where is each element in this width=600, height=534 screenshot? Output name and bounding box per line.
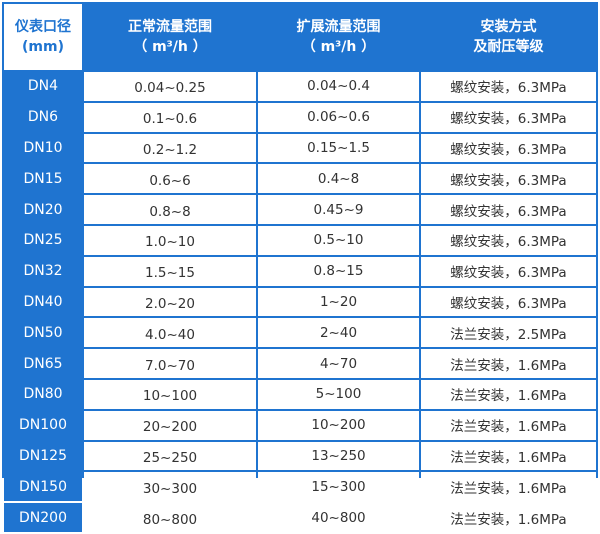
header-row: 仪表口径 (mm) 正常流量范围 （ m³/h ） 扩展流量范围 （ m³/h ） 安… xyxy=(4,4,596,70)
table-row: DN10 0.2~1.2 0.15~1.5 螺纹安装，6.3MPa xyxy=(4,133,596,163)
diameter-cell: DN200 xyxy=(4,503,82,532)
table-row: DN50 4.0~40 2~40 法兰安装，2.5MPa xyxy=(4,318,596,348)
normal-flow-cell: 25~250 xyxy=(84,441,256,471)
extended-flow-cell: 15~300 xyxy=(258,472,419,502)
diameter-cell: DN125 xyxy=(4,441,82,471)
normal-flow-cell: 4.0~40 xyxy=(84,318,256,348)
diameter-cell: DN6 xyxy=(4,102,82,132)
extended-flow-cell: 10~200 xyxy=(258,410,419,440)
table-row: DN32 1.5~15 0.8~15 螺纹安装，6.3MPa xyxy=(4,256,596,286)
extended-flow-cell: 13~250 xyxy=(258,441,419,471)
diameter-cell: DN10 xyxy=(4,133,82,163)
header-normal-flow: 正常流量范围 （ m³/h ） xyxy=(84,4,256,70)
extended-flow-cell: 0.5~10 xyxy=(258,225,419,255)
extended-flow-cell: 1~20 xyxy=(258,287,419,317)
normal-flow-cell: 1.5~15 xyxy=(84,256,256,286)
table-row: DN200 80~800 40~800 法兰安装，1.6MPa xyxy=(4,503,596,532)
diameter-cell: DN40 xyxy=(4,287,82,317)
header-installation: 安装方式 及耐压等级 xyxy=(421,4,596,70)
installation-cell: 法兰安装，2.5MPa xyxy=(421,318,596,348)
header-extended-flow-line1: 扩展流量范围 xyxy=(296,19,381,35)
header-extended-flow: 扩展流量范围 （ m³/h ） xyxy=(258,4,419,70)
normal-flow-cell: 0.04~0.25 xyxy=(84,72,256,101)
normal-flow-cell: 80~800 xyxy=(84,503,256,532)
header-diameter: 仪表口径 (mm) xyxy=(4,4,82,70)
normal-flow-cell: 0.1~0.6 xyxy=(84,102,256,132)
extended-flow-cell: 0.4~8 xyxy=(258,164,419,194)
installation-cell: 螺纹安装，6.3MPa xyxy=(421,102,596,132)
table-row: DN4 0.04~0.25 0.04~0.4 螺纹安装，6.3MPa xyxy=(4,72,596,101)
normal-flow-cell: 10~100 xyxy=(84,379,256,409)
extended-flow-cell: 0.45~9 xyxy=(258,195,419,224)
normal-flow-cell: 30~300 xyxy=(84,472,256,502)
installation-cell: 螺纹安装，6.3MPa xyxy=(421,72,596,101)
header-installation-line2: 及耐压等级 xyxy=(473,39,544,55)
table-row: DN40 2.0~20 1~20 螺纹安装，6.3MPa xyxy=(4,287,596,317)
normal-flow-cell: 2.0~20 xyxy=(84,287,256,317)
header-normal-flow-line1: 正常流量范围 xyxy=(128,19,212,35)
normal-flow-cell: 1.0~10 xyxy=(84,225,256,255)
diameter-cell: DN20 xyxy=(4,195,82,224)
installation-cell: 螺纹安装，6.3MPa xyxy=(421,195,596,224)
diameter-cell: DN150 xyxy=(4,472,82,502)
table-row: DN100 20~200 10~200 法兰安装，1.6MPa xyxy=(4,410,596,440)
diameter-cell: DN4 xyxy=(4,72,82,101)
extended-flow-cell: 0.8~15 xyxy=(258,256,419,286)
installation-cell: 法兰安装，1.6MPa xyxy=(421,349,596,378)
header-installation-line1: 安装方式 xyxy=(480,19,537,35)
diameter-cell: DN25 xyxy=(4,225,82,255)
extended-flow-cell: 0.06~0.6 xyxy=(258,102,419,132)
table-row: DN150 30~300 15~300 法兰安装，1.6MPa xyxy=(4,472,596,502)
extended-flow-cell: 0.15~1.5 xyxy=(258,133,419,163)
header-extended-flow-line2: （ m³/h ） xyxy=(301,39,376,55)
table-row: DN20 0.8~8 0.45~9 螺纹安装，6.3MPa xyxy=(4,195,596,224)
header-diameter-line2: (mm) xyxy=(22,39,64,55)
diameter-cell: DN32 xyxy=(4,256,82,286)
diameter-cell: DN65 xyxy=(4,349,82,378)
installation-cell: 螺纹安装，6.3MPa xyxy=(421,164,596,194)
header-normal-flow-line2: （ m³/h ） xyxy=(133,39,207,55)
table-row: DN15 0.6~6 0.4~8 螺纹安装，6.3MPa xyxy=(4,164,596,194)
diameter-cell: DN80 xyxy=(4,379,82,409)
extended-flow-cell: 2~40 xyxy=(258,318,419,348)
extended-flow-cell: 5~100 xyxy=(258,379,419,409)
table-row: DN65 7.0~70 4~70 法兰安装，1.6MPa xyxy=(4,349,596,378)
installation-cell: 法兰安装，1.6MPa xyxy=(421,503,596,532)
table-row: DN125 25~250 13~250 法兰安装，1.6MPa xyxy=(4,441,596,471)
extended-flow-cell: 0.04~0.4 xyxy=(258,72,419,101)
installation-cell: 法兰安装，1.6MPa xyxy=(421,379,596,409)
installation-cell: 螺纹安装，6.3MPa xyxy=(421,256,596,286)
normal-flow-cell: 7.0~70 xyxy=(84,349,256,378)
diameter-cell: DN100 xyxy=(4,410,82,440)
installation-cell: 法兰安装，1.6MPa xyxy=(421,410,596,440)
installation-cell: 螺纹安装，6.3MPa xyxy=(421,133,596,163)
installation-cell: 螺纹安装，6.3MPa xyxy=(421,287,596,317)
normal-flow-cell: 0.2~1.2 xyxy=(84,133,256,163)
extended-flow-cell: 4~70 xyxy=(258,349,419,378)
table-row: DN80 10~100 5~100 法兰安装，1.6MPa xyxy=(4,379,596,409)
normal-flow-cell: 20~200 xyxy=(84,410,256,440)
diameter-cell: DN50 xyxy=(4,318,82,348)
header-diameter-line1: 仪表口径 xyxy=(15,19,71,35)
normal-flow-cell: 0.8~8 xyxy=(84,195,256,224)
installation-cell: 螺纹安装，6.3MPa xyxy=(421,225,596,255)
diameter-cell: DN15 xyxy=(4,164,82,194)
extended-flow-cell: 40~800 xyxy=(258,503,419,532)
table-row: DN6 0.1~0.6 0.06~0.6 螺纹安装，6.3MPa xyxy=(4,102,596,132)
installation-cell: 法兰安装，1.6MPa xyxy=(421,472,596,502)
normal-flow-cell: 0.6~6 xyxy=(84,164,256,194)
installation-cell: 法兰安装，1.6MPa xyxy=(421,441,596,471)
table-row: DN25 1.0~10 0.5~10 螺纹安装，6.3MPa xyxy=(4,225,596,255)
